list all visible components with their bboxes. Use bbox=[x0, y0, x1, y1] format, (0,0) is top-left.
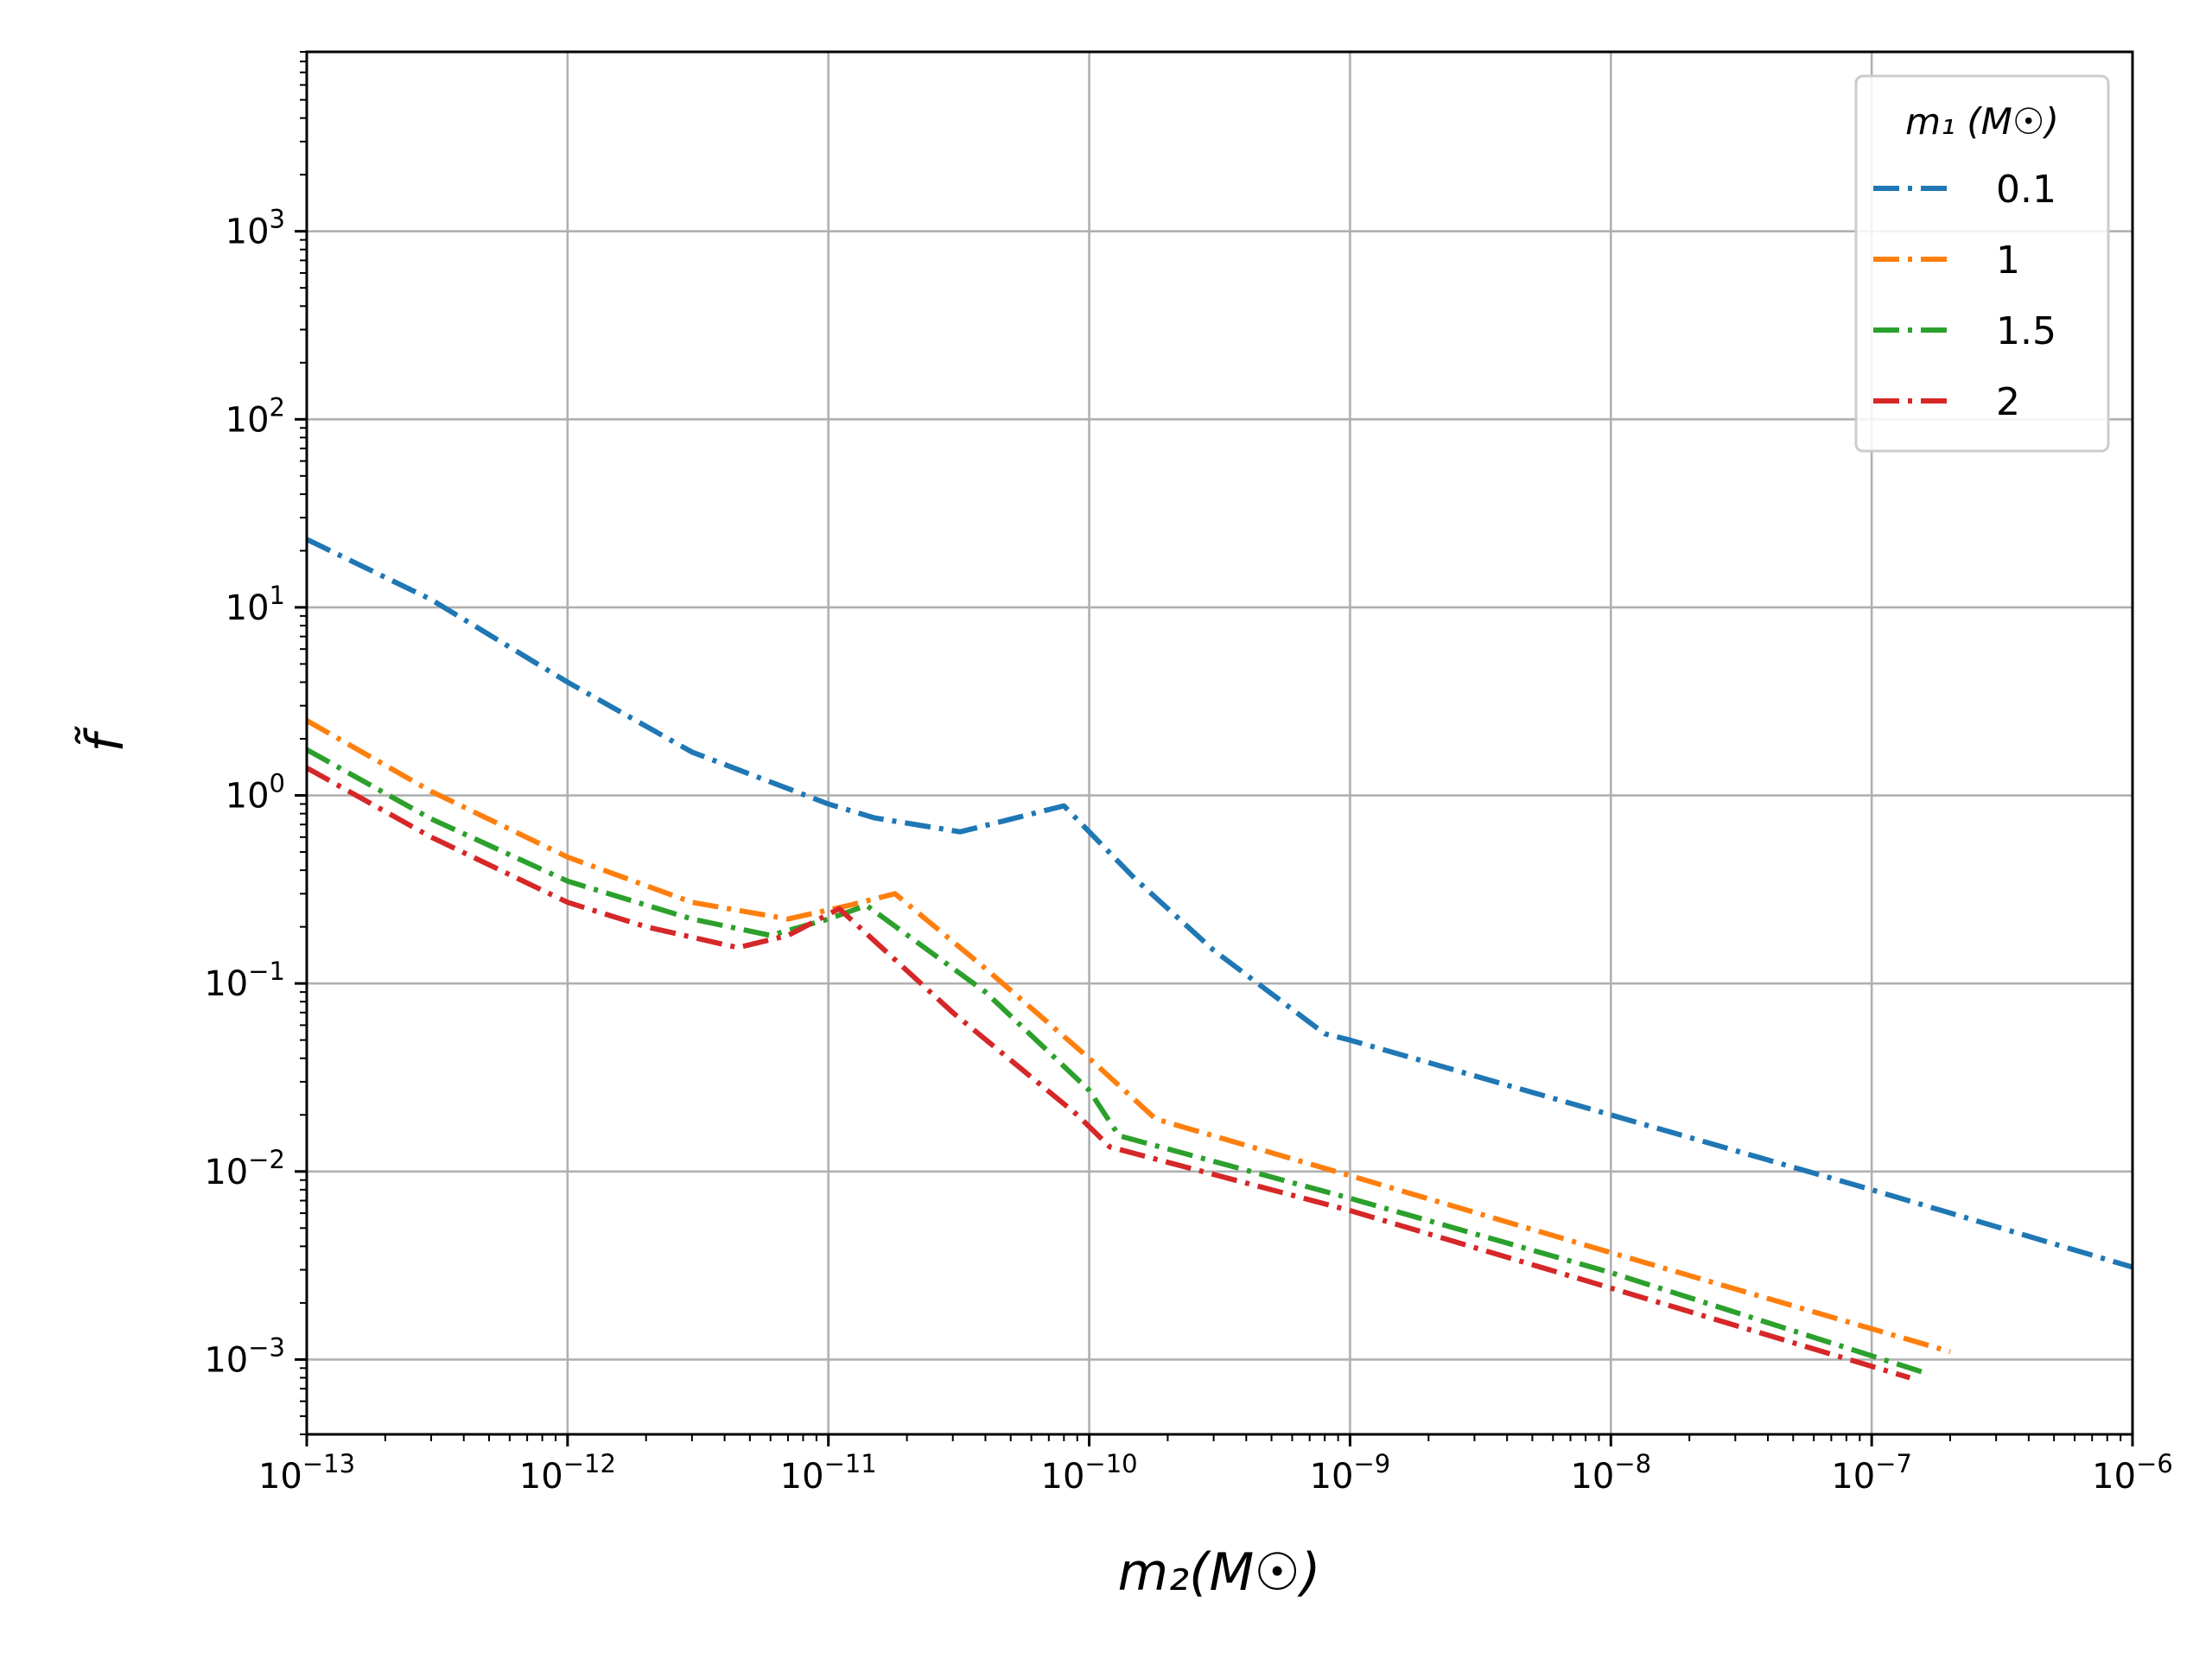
tick-marks bbox=[295, 51, 2134, 1446]
y-tick-label: 10−2 bbox=[204, 1145, 285, 1192]
legend-label: 1.5 bbox=[1996, 309, 2056, 353]
x-tick-labels: 10−13 10−12 10−11 10−10 10−9 10−8 10−7 10−6 bbox=[258, 1449, 2173, 1497]
legend-items: 0.1 1 1.5 2 bbox=[1873, 168, 2056, 424]
legend-title: m₁ (M☉) bbox=[1905, 100, 2059, 143]
x-tick-label: 10−6 bbox=[2092, 1449, 2173, 1497]
legend: m₁ (M☉) 0.1 1 1.5 2 bbox=[1854, 74, 2110, 453]
y-tick-label: 100 bbox=[226, 769, 285, 817]
x-tick-label: 10−10 bbox=[1041, 1449, 1138, 1497]
y-tick-label: 101 bbox=[226, 581, 285, 628]
series-line-0-1 bbox=[305, 537, 2133, 1270]
series-line-1-5 bbox=[305, 747, 1926, 1376]
legend-label: 1 bbox=[1996, 238, 2020, 283]
plot-frame bbox=[305, 50, 2134, 1436]
y-tick-label: 10−3 bbox=[204, 1332, 285, 1380]
x-axis-label: m₂(M☉) bbox=[1118, 1542, 1321, 1603]
x-tick-label: 10−13 bbox=[258, 1449, 355, 1497]
series-group bbox=[305, 537, 2133, 1381]
y-tick-labels: 10−3 10−2 10−1 100 101 102 103 bbox=[204, 205, 285, 1381]
y-tick-label: 10−1 bbox=[204, 957, 285, 1004]
legend-box bbox=[1854, 74, 2110, 453]
legend-label: 2 bbox=[1996, 380, 2020, 424]
x-tick-label: 10−11 bbox=[780, 1449, 877, 1497]
legend-label: 0.1 bbox=[1996, 168, 2056, 212]
series-line-2 bbox=[305, 766, 1911, 1381]
series-line-1 bbox=[305, 718, 1951, 1355]
x-tick-label: 10−7 bbox=[1831, 1449, 1912, 1497]
y-tick-label: 103 bbox=[226, 205, 285, 252]
x-tick-label: 10−8 bbox=[1570, 1449, 1651, 1497]
x-tick-label: 10−12 bbox=[519, 1449, 616, 1497]
x-tick-label: 10−9 bbox=[1310, 1449, 1391, 1497]
y-tick-label: 102 bbox=[226, 392, 285, 440]
